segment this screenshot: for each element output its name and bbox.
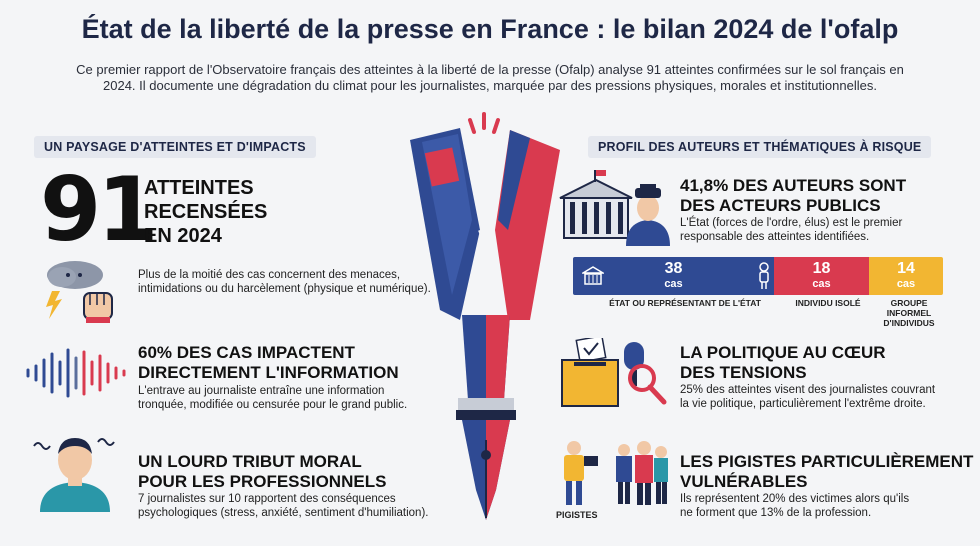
moral-text: 7 journalistes sur 10 rapportent des con… <box>138 492 428 520</box>
text-line: L'État (forces de l'ordre, élus) est le … <box>680 217 903 229</box>
title-line: LA POLITIQUE AU CŒUR <box>680 343 886 362</box>
segment-unit: cas <box>664 278 683 290</box>
politics-text: 25% des atteintes visent des journaliste… <box>680 383 935 411</box>
authors-title: 41,8% DES AUTEURS SONT DES ACTEURS PUBLI… <box>680 176 906 216</box>
title-line: POUR LES PROFESSIONNELS <box>138 472 387 491</box>
text-line: 7 journalistes sur 10 rapportent des con… <box>138 493 396 505</box>
info-text: L'entrave au journaliste entraîne une in… <box>138 384 407 412</box>
title-line: LES PIGISTES PARTICULIÈREMENT <box>680 452 974 471</box>
intro-text: Ce premier rapport de l'Observatoire fra… <box>40 62 940 94</box>
fountain-pen-icon <box>410 112 560 520</box>
pigistes-text: Ils représentent 20% des victimes alors … <box>680 492 909 520</box>
bar-segment-group: 14 cas <box>869 257 943 295</box>
segment-value: 18 <box>812 260 831 277</box>
big-line-2: RECENSÉES <box>144 201 268 223</box>
building-small-icon <box>582 266 604 285</box>
stressed-person-icon <box>33 438 115 512</box>
bar-label-individual: INDIVIDU ISOLÉ <box>795 298 861 308</box>
bar-label-state: ÉTAT OU REPRÉSENTANT DE L'ÉTAT <box>609 298 761 308</box>
pigistes-label: PIGISTES <box>556 510 598 520</box>
text-line: Ils représentent 20% des victimes alors … <box>680 493 910 505</box>
intro-line: Ce premier rapport de l'Observatoire fra… <box>76 62 904 77</box>
pigistes-title: LES PIGISTES PARTICULIÈREMENT VULNÉRABLE… <box>680 452 973 492</box>
freelance-journalists-icon <box>564 441 668 505</box>
government-building-police-icon <box>559 170 670 246</box>
big-line-1: ATTEINTES <box>144 177 254 199</box>
title-line: 41,8% DES AUTEURS SONT <box>680 176 907 195</box>
title-line: UN LOURD TRIBUT MORAL <box>138 452 362 471</box>
title-line: DIRECTEMENT L'INFORMATION <box>138 363 399 382</box>
text-line: L'entrave au journaliste entraîne une in… <box>138 385 385 397</box>
segment-value: 14 <box>897 260 915 277</box>
bar-segment-individual: 18 cas <box>774 257 869 295</box>
text-line: Plus de la moitié des cas concernent des… <box>138 269 401 281</box>
right-section-title: PROFIL DES AUTEURS ET THÉMATIQUES À RISQ… <box>588 136 932 158</box>
segment-value: 38 <box>664 260 683 277</box>
title-line: VULNÉRABLES <box>680 472 808 491</box>
bar-segment-state: 38 cas <box>573 257 774 295</box>
sound-wave-icon <box>26 348 126 398</box>
intro-line: 2024. Il documente une dégradation du cl… <box>103 78 877 93</box>
title-line: 60% DES CAS IMPACTENT <box>138 343 355 362</box>
text-line: 25% des atteintes visent des journaliste… <box>680 384 936 396</box>
page-title: État de la liberté de la presse en Franc… <box>81 14 899 44</box>
text-line: psychologiques (stress, anxiété, sentime… <box>138 507 429 519</box>
authors-text: L'État (forces de l'ordre, élus) est le … <box>680 216 902 244</box>
info-title: 60% DES CAS IMPACTENT DIRECTEMENT L'INFO… <box>138 343 399 383</box>
title-line: DES ACTEURS PUBLICS <box>680 196 881 215</box>
text-line: la vie politique, particulièrement l'ext… <box>680 398 926 410</box>
big-line-3: EN 2024 <box>144 225 222 247</box>
threats-text: Plus de la moitié des cas concernent des… <box>138 268 431 296</box>
text-line: ne forment que 13% de la profession. <box>680 507 872 519</box>
label-line: INFORMEL <box>886 308 932 318</box>
storm-cloud-fist-icon <box>46 261 113 323</box>
big-number-91: 91 <box>40 158 158 261</box>
label-line: GROUPE <box>890 298 928 308</box>
segment-unit: cas <box>812 278 831 290</box>
text-line: tronquée, modifiée ou censurée pour le g… <box>138 399 408 411</box>
person-small-icon <box>759 262 769 289</box>
text-line: responsable des atteintes identifiées. <box>680 231 870 243</box>
moral-title: UN LOURD TRIBUT MORAL POUR LES PROFESSIO… <box>138 452 386 492</box>
left-section-title: UN PAYSAGE D'ATTEINTES ET D'IMPACTS <box>34 136 316 158</box>
title-line: DES TENSIONS <box>680 363 807 382</box>
ballot-box-microphone-icon <box>561 338 667 407</box>
bar-label-group: GROUPE INFORMEL D'INDIVIDUS <box>876 298 942 328</box>
text-line: intimidations ou du harcèlement (physiqu… <box>138 283 431 295</box>
politics-title: LA POLITIQUE AU CŒUR DES TENSIONS <box>680 343 886 383</box>
label-line: D'INDIVIDUS <box>883 318 935 328</box>
segment-unit: cas <box>896 278 916 290</box>
authors-stacked-bar: 38 cas 18 cas 14 cas <box>573 257 943 295</box>
